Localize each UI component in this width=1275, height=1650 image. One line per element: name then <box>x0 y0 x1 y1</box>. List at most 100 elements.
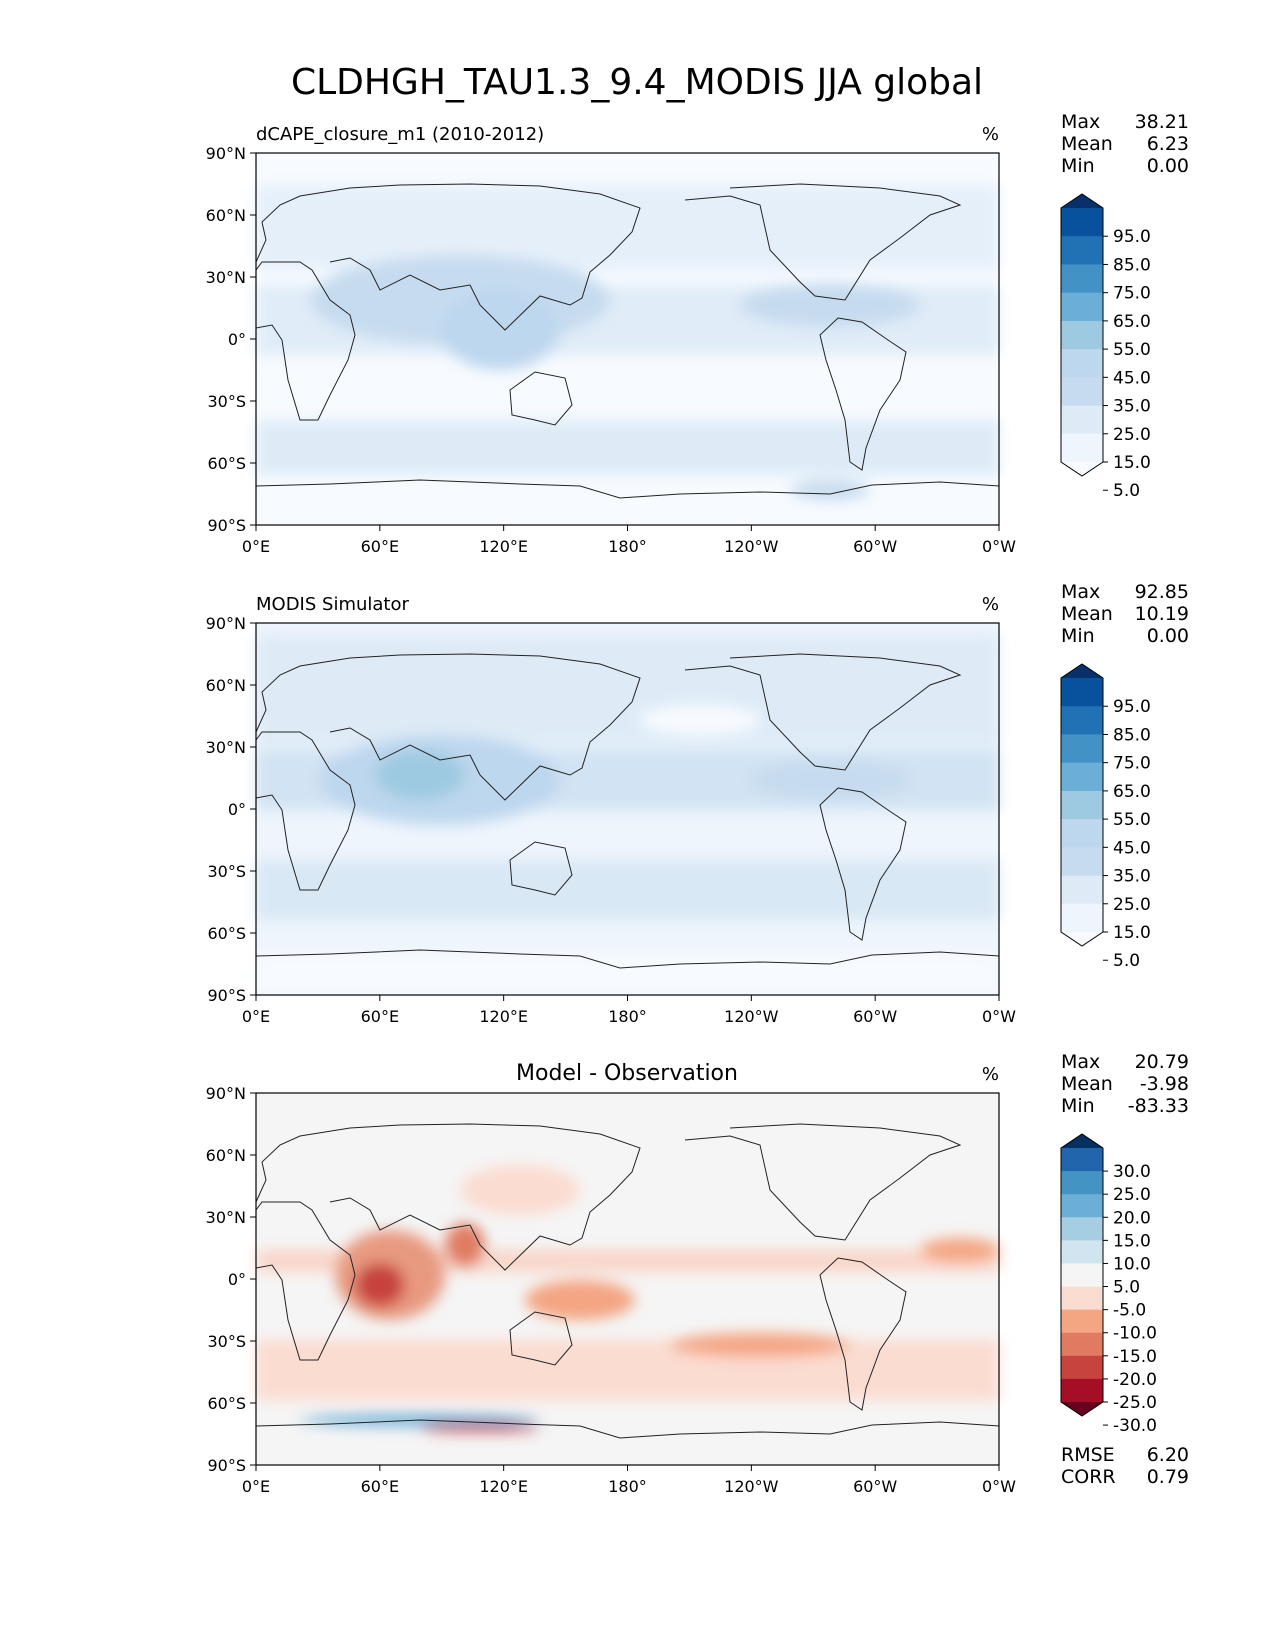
lon-tick-label: 180° <box>608 537 647 556</box>
colorbar-segment <box>1061 1332 1103 1357</box>
colorbar-extension-bottom <box>1061 932 1103 946</box>
stats-block: Max 38.21 Mean 6.23 Min 0.00 <box>1061 111 1189 177</box>
colorbar-segment <box>1061 1194 1103 1218</box>
colorbar-segment <box>1061 208 1103 237</box>
colorbar-segment <box>1061 433 1103 463</box>
lat-tick-label: 60°N <box>206 676 246 695</box>
metric-value: 6.20 <box>1147 1444 1189 1466</box>
colorbar-tick-label: -10.0 <box>1113 1324 1157 1344</box>
colorbar-extension-top <box>1061 664 1103 678</box>
stat-label: Min <box>1061 625 1095 647</box>
lat-tick-label: 90°N <box>206 1084 246 1103</box>
panel-2: MODIS Simulator % <box>206 581 1189 1026</box>
colorbar-tick-label: -15.0 <box>1113 1347 1157 1367</box>
lon-axis: 0°E 60°E 120°E 180° 120°W 60°W 0°W <box>242 995 1016 1026</box>
stat-value: -3.98 <box>1140 1073 1189 1095</box>
stat-value: 92.85 <box>1135 581 1189 603</box>
colorbar-segment <box>1061 762 1103 792</box>
colorbar-segment <box>1061 1378 1103 1403</box>
colorbar-segment <box>1061 1309 1103 1334</box>
panel-1: dCAPE_closure_m1 (2010-2012) % <box>206 111 1189 556</box>
lon-tick-label: 180° <box>608 1477 647 1496</box>
colorbar-tick-label: 15.0 <box>1113 1231 1151 1251</box>
lat-tick-label: 90°S <box>207 516 246 535</box>
colorbar-segment <box>1061 1286 1103 1311</box>
stat-value: 0.00 <box>1147 625 1189 647</box>
colorbar-segment <box>1061 1240 1103 1264</box>
stat-value: -83.33 <box>1128 1095 1189 1117</box>
lat-tick-label: 0° <box>228 800 246 819</box>
stat-label: Min <box>1061 155 1095 177</box>
colorbar-tick-label: 20.0 <box>1113 1208 1151 1228</box>
colorbar-tick-label: 25.0 <box>1113 895 1151 915</box>
stat-label: Max <box>1061 581 1100 603</box>
metric-label: CORR <box>1061 1466 1116 1488</box>
colorbar-extension-top <box>1061 194 1103 208</box>
lon-axis: 0°E 60°E 120°E 180° 120°W 60°W 0°W <box>242 525 1016 556</box>
stat-label: Min <box>1061 1095 1095 1117</box>
colorbar-tick-label: 75.0 <box>1113 754 1151 774</box>
metrics-block: RMSE 6.20 CORR 0.79 <box>1061 1444 1189 1488</box>
lon-tick-label: 120°E <box>479 537 528 556</box>
stat-value: 0.00 <box>1147 155 1189 177</box>
stat-value: 10.19 <box>1135 603 1189 625</box>
stats-block: Max 92.85 Mean 10.19 Min 0.00 <box>1061 581 1189 647</box>
map-area <box>255 622 1000 996</box>
colorbar: 95.0 85.0 75.0 65.0 55.0 45.0 35.0 25.0 15.0 5.0 <box>1060 193 1151 501</box>
colorbar-segment <box>1061 1355 1103 1380</box>
lon-tick-label: 0°E <box>242 1477 270 1496</box>
panel-title: dCAPE_closure_m1 (2010-2012) <box>256 124 544 145</box>
lat-tick-label: 90°N <box>206 144 246 163</box>
lat-tick-label: 60°S <box>207 1394 246 1413</box>
colorbar-tick-label: 15.0 <box>1113 453 1151 473</box>
lat-tick-label: 60°N <box>206 206 246 225</box>
colorbar-segment <box>1061 1263 1103 1288</box>
stats-block: Max 20.79 Mean -3.98 Min -83.33 <box>1061 1051 1189 1117</box>
coastlines <box>255 183 1000 499</box>
lon-tick-label: 120°W <box>724 1477 779 1496</box>
lon-tick-label: 0°W <box>982 1477 1016 1496</box>
lon-axis: 0°E 60°E 120°E 180° 120°W 60°W 0°W <box>242 1465 1016 1496</box>
lat-tick-label: 0° <box>228 330 246 349</box>
map-area <box>255 1092 1000 1466</box>
lat-tick-label: 30°S <box>207 1332 246 1351</box>
lat-tick-label: 60°S <box>207 454 246 473</box>
field-shading <box>256 185 999 500</box>
lat-tick-label: 30°N <box>206 1208 246 1227</box>
panel-title: Model - Observation <box>516 1061 738 1086</box>
lat-tick-label: 90°N <box>206 614 246 633</box>
colorbar-tick-label: 30.0 <box>1113 1162 1151 1182</box>
panel-3: Model - Observation % <box>206 1051 1189 1496</box>
map-area <box>255 152 1000 526</box>
units-label: % <box>982 594 999 615</box>
lon-tick-label: 60°E <box>361 1477 399 1496</box>
colorbar-tick-label: 35.0 <box>1113 867 1151 887</box>
lat-axis: 90°N 60°N 30°N 0° 30°S 60°S 90°S <box>206 144 256 535</box>
colorbar: 30.0 25.0 20.0 15.0 10.0 5.0 -5.0 -10.0 -15.0 -20… <box>1060 1133 1157 1436</box>
colorbar-tick-label: 15.0 <box>1113 923 1151 943</box>
colorbar-tick-label: 45.0 <box>1113 838 1151 858</box>
colorbar-tick-label: -20.0 <box>1113 1370 1157 1390</box>
lat-tick-label: 60°N <box>206 1146 246 1165</box>
colorbar-segment <box>1061 349 1103 378</box>
lon-tick-label: 0°W <box>982 1007 1016 1026</box>
colorbar-segment <box>1061 264 1103 294</box>
stat-label: Max <box>1061 111 1100 133</box>
colorbar-tick-label: 55.0 <box>1113 810 1151 830</box>
colorbar-segment <box>1061 377 1103 407</box>
colorbar-segment <box>1061 678 1103 707</box>
colorbar-tick-label: 95.0 <box>1113 227 1151 247</box>
lon-tick-label: 0°E <box>242 1007 270 1026</box>
colorbar-tick-label: 95.0 <box>1113 697 1151 717</box>
units-label: % <box>982 124 999 145</box>
colorbar-segment <box>1061 1148 1103 1172</box>
lat-tick-label: 90°S <box>207 1456 246 1475</box>
colorbar-tick-label: 5.0 <box>1113 1278 1140 1298</box>
lon-tick-label: 0°W <box>982 537 1016 556</box>
lat-tick-label: 90°S <box>207 986 246 1005</box>
colorbar: 95.0 85.0 75.0 65.0 55.0 45.0 35.0 25.0 15.0 5.0 <box>1060 663 1151 971</box>
colorbar-segment <box>1061 903 1103 933</box>
lon-tick-label: 60°E <box>361 1007 399 1026</box>
lat-tick-label: 30°N <box>206 268 246 287</box>
